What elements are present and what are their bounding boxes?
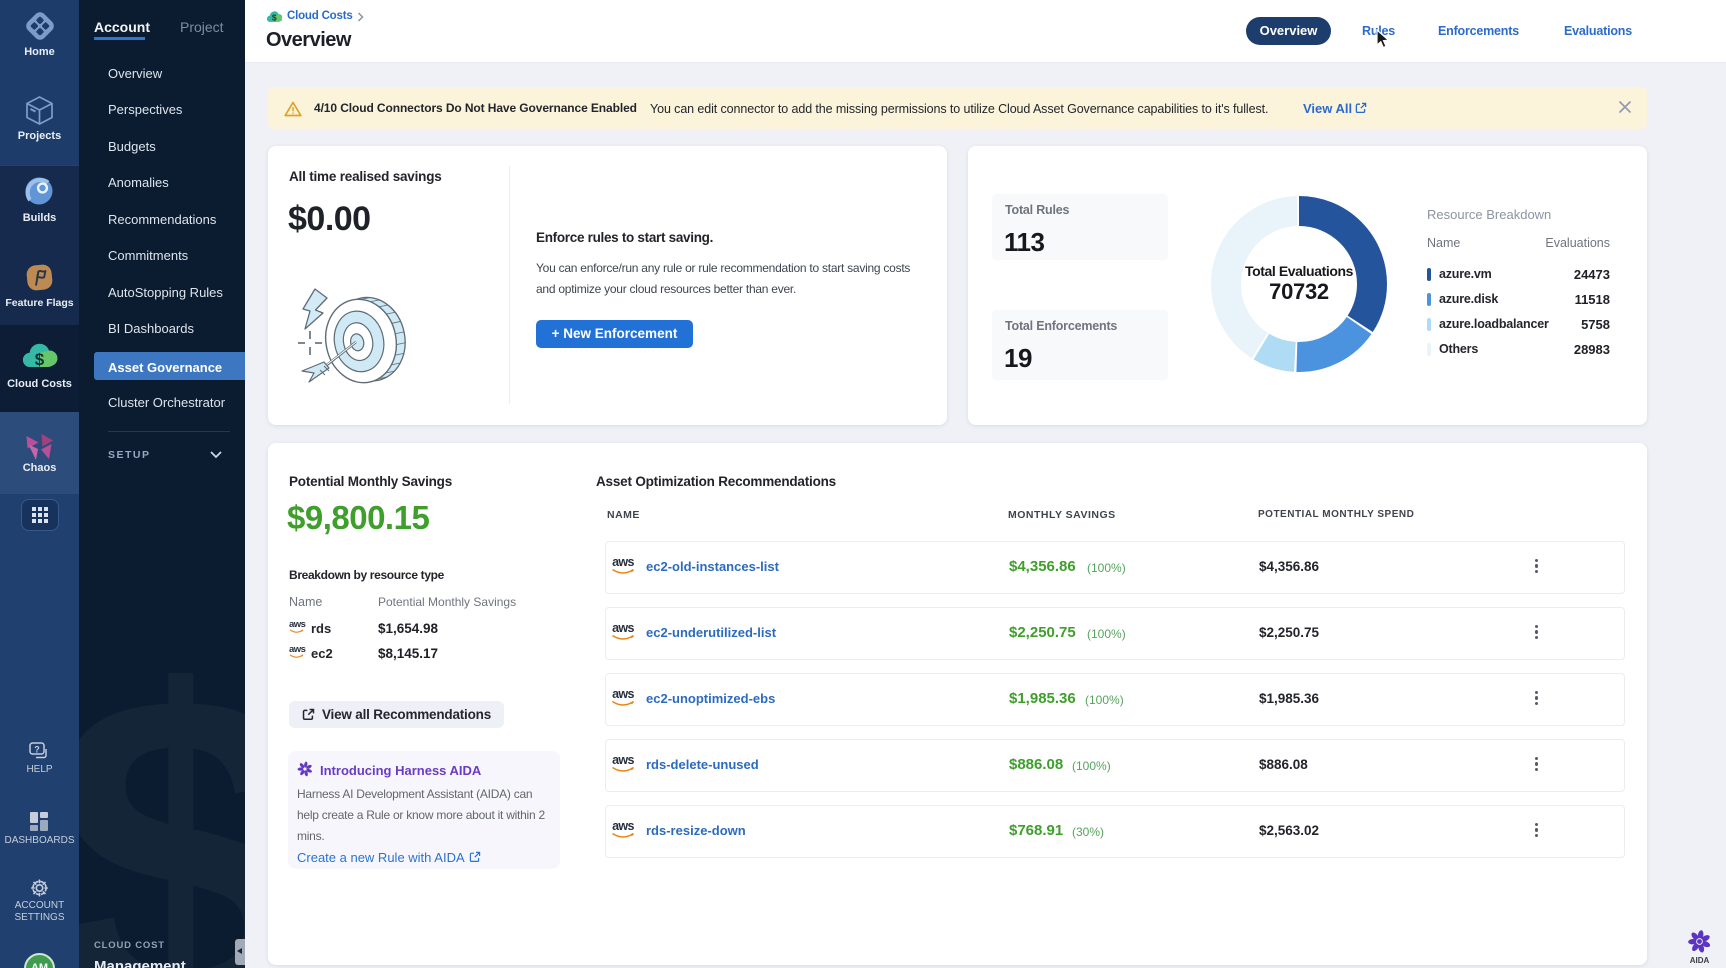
svg-text:?: ? xyxy=(34,745,40,755)
svg-text:$: $ xyxy=(272,13,277,23)
svg-text:$: $ xyxy=(35,350,45,369)
